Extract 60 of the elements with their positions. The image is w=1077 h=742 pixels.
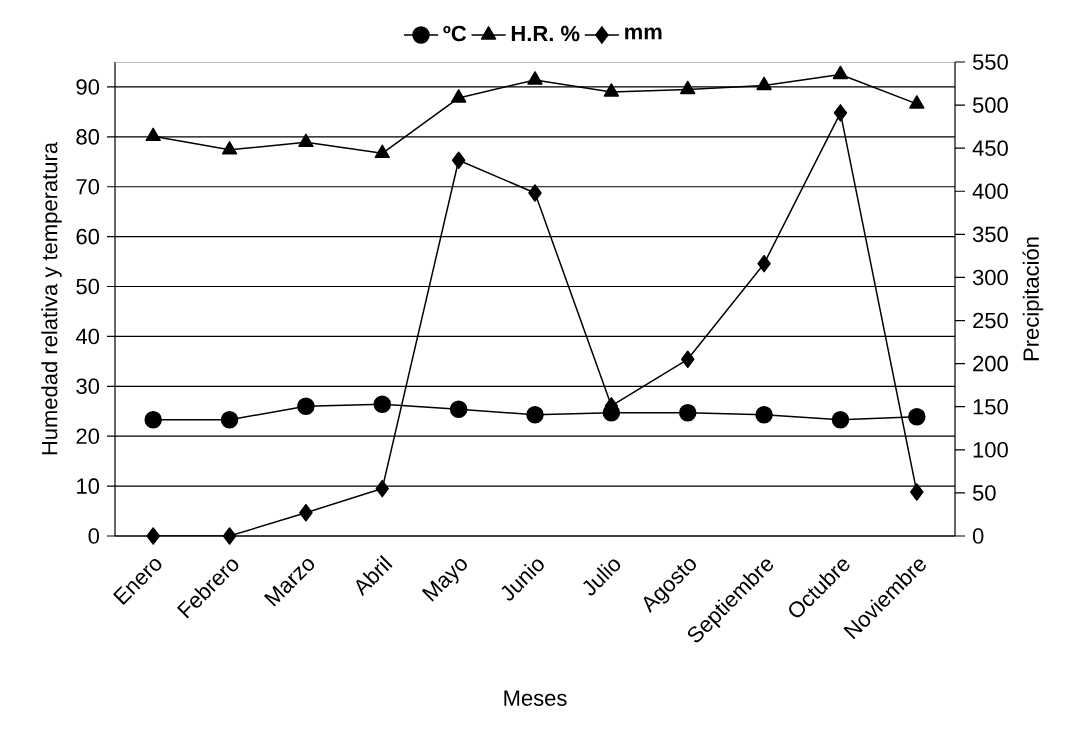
point — [375, 479, 390, 498]
point — [757, 254, 771, 273]
legend-label: mm — [625, 27, 662, 40]
legend-label: H.R. % — [511, 25, 580, 42]
y2-axis-title: Precipitación — [1022, 237, 1044, 361]
point — [299, 503, 313, 522]
y2-tick-label: 350 — [972, 226, 1008, 243]
y2-tick-label: 300 — [972, 269, 1008, 286]
point — [222, 527, 237, 545]
point — [680, 350, 695, 369]
y2-tick-label: 200 — [973, 355, 1008, 372]
y2-tick-label: 550 — [972, 54, 1008, 70]
point — [373, 395, 392, 414]
y-tick-label: 60 — [76, 228, 100, 245]
point — [297, 397, 315, 416]
point — [909, 95, 925, 109]
point — [528, 184, 542, 202]
x-tick-label: Julio — [583, 559, 621, 596]
point — [145, 127, 161, 142]
point — [451, 151, 466, 169]
point — [832, 65, 849, 80]
y-tick-label: 50 — [76, 278, 100, 295]
y-tick-label: 30 — [76, 378, 100, 395]
point — [146, 527, 160, 545]
y2-tick-label: 250 — [973, 312, 1008, 329]
y2-tick-label: 400 — [972, 183, 1008, 200]
y-tick-label: 90 — [76, 79, 100, 95]
y-tick-label: 10 — [77, 478, 100, 494]
point — [756, 76, 772, 91]
legend-label: ºC — [443, 25, 467, 42]
point — [678, 404, 697, 422]
point — [680, 80, 696, 95]
x-axis-title: Meses — [504, 690, 567, 706]
y-tick-label: 20 — [76, 428, 100, 444]
point — [831, 410, 850, 429]
point — [144, 410, 162, 429]
y-tick-label: 0 — [88, 528, 100, 544]
y2-tick-label: 100 — [973, 442, 1008, 458]
point — [449, 400, 468, 419]
point — [526, 406, 544, 424]
point — [220, 410, 239, 429]
y-tick-label: 80 — [76, 129, 100, 145]
y2-tick-label: 500 — [972, 97, 1008, 113]
point — [450, 89, 467, 103]
point — [908, 407, 926, 426]
y2-tick-label: 450 — [972, 140, 1008, 156]
y-axis-title: Humedad relativa y temperatura — [41, 141, 62, 455]
point — [374, 144, 390, 159]
point — [221, 141, 238, 155]
point — [298, 133, 314, 148]
y-tick-label: 40 — [75, 328, 100, 345]
y2-tick-label: 150 — [973, 398, 1008, 415]
point — [755, 406, 773, 424]
y-tick-label: 70 — [76, 178, 100, 195]
point — [527, 71, 543, 85]
point — [833, 104, 848, 122]
y2-tick-label: 50 — [972, 485, 996, 501]
point — [603, 83, 620, 97]
y2-tick-label: 0 — [972, 528, 984, 544]
point — [910, 483, 924, 501]
